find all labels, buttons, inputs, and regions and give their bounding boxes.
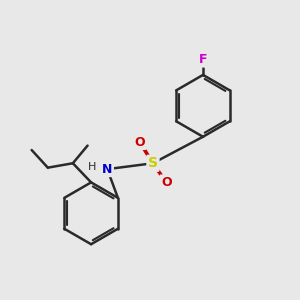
Text: O: O bbox=[161, 176, 172, 189]
Text: O: O bbox=[134, 136, 145, 148]
Text: S: S bbox=[148, 156, 158, 170]
Text: F: F bbox=[199, 53, 207, 66]
Text: H: H bbox=[88, 162, 96, 172]
Text: N: N bbox=[102, 163, 112, 176]
